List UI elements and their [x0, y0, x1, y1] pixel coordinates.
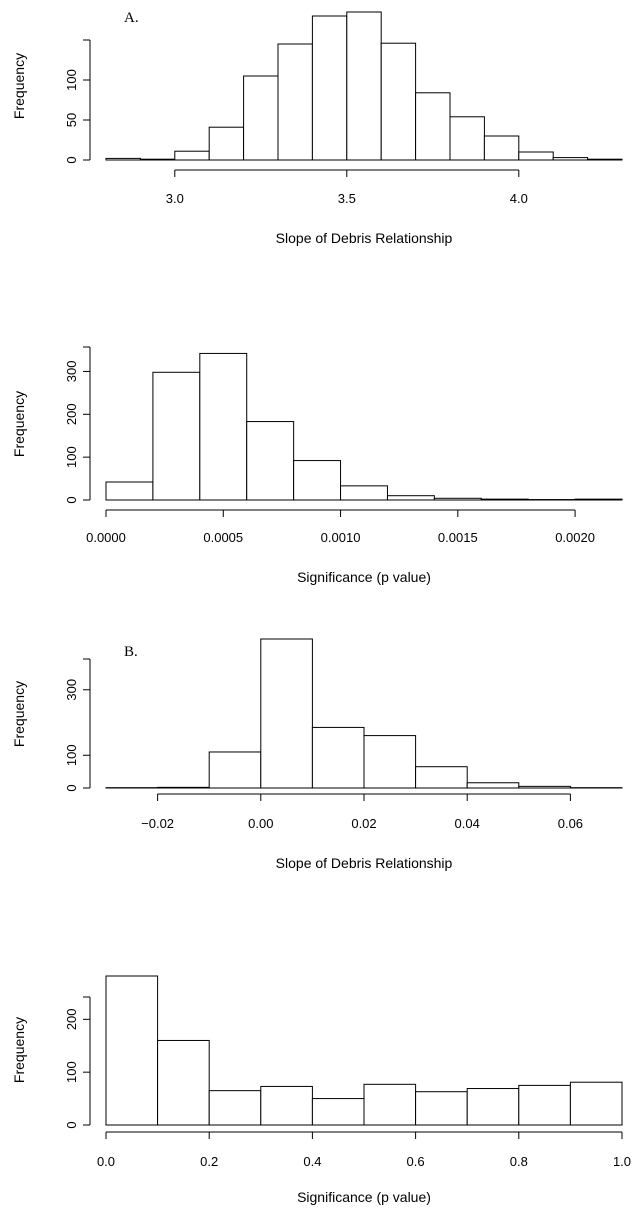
histogram-bar: [415, 766, 468, 789]
histogram-pvalue-a: Frequency Significance (p value) 0.0000 0…: [11, 346, 623, 585]
x-tick-label: 0.4: [303, 1154, 321, 1169]
x-tick-label: 0.04: [455, 816, 480, 831]
x-tick-label: 0.8: [510, 1154, 528, 1169]
histogram-bar: [157, 786, 210, 789]
histogram-bar: [311, 1098, 365, 1126]
y-tick-label: 100: [64, 446, 79, 468]
y-tick-label: 200: [64, 1008, 79, 1030]
y-axis-title: Frequency: [11, 1017, 27, 1083]
y-tick-label: 0: [64, 1121, 79, 1128]
histogram-bar: [574, 498, 623, 501]
x-tick-label: 0.0020: [555, 530, 595, 545]
histogram-bar: [260, 638, 313, 789]
y-tick-label: 50: [64, 113, 79, 127]
y-tick-label: 300: [64, 679, 79, 701]
x-tick-label: 0.0010: [321, 530, 361, 545]
histogram-bar: [293, 460, 342, 501]
histogram-slope-b: B. Frequency Slope of Debris Relationshi…: [11, 638, 623, 871]
histogram-bar: [152, 371, 201, 501]
histogram-bar: [139, 158, 176, 161]
histogram-slope-a: A. Frequency Slope of Debris Relationshi…: [11, 10, 623, 246]
x-tick-label: 3.5: [338, 191, 356, 206]
histogram-bar: [246, 421, 295, 501]
x-tick-label: 0.02: [351, 816, 376, 831]
histogram-bar: [105, 481, 154, 501]
histogram-bar: [208, 126, 245, 161]
y-tick-label: 200: [64, 403, 79, 425]
y-tick-label: 0: [64, 156, 79, 163]
x-tick-label: 1.0: [613, 1154, 631, 1169]
histogram-bar: [386, 495, 435, 501]
histogram-bar: [380, 42, 417, 161]
histogram-bar: [466, 1088, 520, 1126]
histogram-bar: [199, 352, 248, 501]
histogram-bar: [466, 782, 520, 789]
histogram-bar: [552, 157, 589, 161]
histogram-bar: [311, 726, 365, 789]
x-tick-label: 0.0: [97, 1154, 115, 1169]
x-axis-title: Slope of Debris Relationship: [276, 230, 453, 246]
histogram-bar: [340, 485, 388, 501]
y-tick-label: 0: [64, 496, 79, 503]
histogram-bar: [518, 151, 554, 161]
histogram-bar: [518, 785, 571, 789]
x-tick-label: 4.0: [510, 191, 528, 206]
x-tick-label: 0.6: [407, 1154, 425, 1169]
histogram-bar: [174, 150, 210, 161]
x-tick-label: 0.0005: [203, 530, 243, 545]
y-axis-title: Frequency: [11, 53, 27, 119]
y-tick-label: 100: [64, 1061, 79, 1083]
histogram-bar: [105, 157, 141, 161]
histogram-bar: [363, 1083, 417, 1126]
histogram-bar: [208, 751, 262, 789]
panel-label-a: A.: [124, 10, 139, 26]
histogram-bar: [157, 1039, 210, 1126]
histogram-bar: [105, 975, 159, 1126]
histogram-bar: [346, 11, 382, 161]
x-tick-label: 0.06: [558, 816, 583, 831]
histogram-bar: [363, 735, 417, 789]
x-tick-label: −0.02: [141, 816, 174, 831]
histogram-bar: [587, 158, 623, 161]
histogram-bar: [243, 75, 279, 161]
histogram-bar: [208, 1090, 262, 1126]
histogram-bar: [483, 135, 520, 161]
histogram-bar: [518, 1084, 571, 1126]
x-axis-title: Significance (p value): [297, 569, 431, 585]
histogram-bar: [569, 1081, 623, 1126]
y-tick-label: 100: [64, 69, 79, 91]
histogram-bar: [449, 116, 485, 161]
histogram-bar: [480, 498, 529, 501]
x-tick-label: 0.00: [248, 816, 273, 831]
x-tick-label: 3.0: [166, 191, 184, 206]
histogram-bar: [260, 1085, 313, 1126]
histogram-bar: [311, 15, 348, 161]
histogram-bar: [433, 497, 482, 501]
x-axis-title: Slope of Debris Relationship: [276, 855, 453, 871]
x-tick-label: 0.0015: [438, 530, 478, 545]
y-axis-title: Frequency: [11, 681, 27, 747]
histogram-bar: [415, 92, 451, 161]
histogram-bar: [277, 43, 313, 161]
x-tick-label: 0.2: [200, 1154, 218, 1169]
histogram-bar: [415, 1091, 468, 1126]
y-tick-label: 100: [64, 744, 79, 766]
y-tick-label: 300: [64, 361, 79, 383]
x-tick-label: 0.0000: [86, 530, 126, 545]
x-axis-title: Significance (p value): [297, 1189, 431, 1205]
y-axis-title: Frequency: [11, 391, 27, 457]
histogram-pvalue-b: Frequency Significance (p value) 0.0 0.2 0…: [11, 975, 631, 1205]
panel-label-b: B.: [124, 644, 138, 660]
y-tick-label: 0: [64, 784, 79, 791]
